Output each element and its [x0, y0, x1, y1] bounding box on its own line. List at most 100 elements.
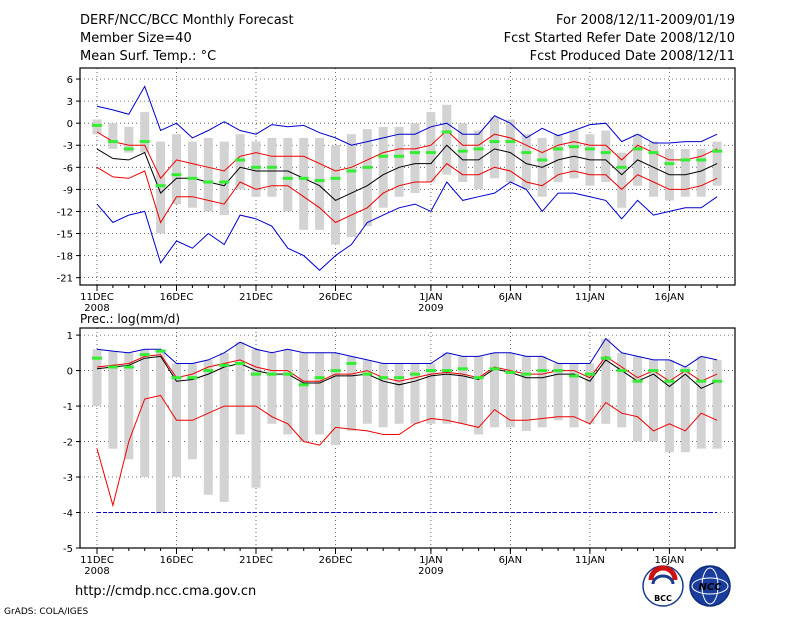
prec-median-day-37	[680, 369, 691, 373]
prec-box-day-21	[426, 363, 436, 424]
temp-xtick-label-7: 16JAN	[654, 292, 684, 303]
prec-box-day-25	[490, 352, 499, 428]
temp-box-day-12	[283, 137, 293, 212]
temp-box-day-15	[331, 145, 340, 245]
temp-box-day-7	[203, 137, 213, 212]
temp-box-day-13	[299, 137, 309, 230]
prec-series-max	[96, 337, 718, 368]
temp-median-day-32	[600, 151, 611, 155]
temp-box-day-30	[569, 130, 579, 179]
source-url[interactable]: http://cmdp.ncc.cma.gov.cn	[75, 584, 256, 599]
temp-series-mean	[96, 144, 718, 201]
prec-series-mean-sd	[96, 354, 718, 382]
bcc-logo: BCC	[642, 565, 684, 607]
prec-xtick-label-3: 26DEC	[319, 555, 353, 566]
temp-xtick-label-3: 26DEC	[319, 292, 353, 303]
prec-xtick-label-4: 1JAN	[419, 555, 442, 566]
temp-median-day-26	[505, 140, 516, 144]
prec-median-day-14	[314, 376, 325, 380]
prec-box-day-36	[664, 359, 674, 453]
temp-box-day-35	[649, 141, 658, 197]
prec-box-day-37	[680, 367, 690, 453]
prec-median-day-17	[362, 372, 373, 376]
prec-xtick-label-6: 11JAN	[575, 555, 605, 566]
prec-ytick-label-2: -1	[63, 402, 73, 413]
temp-xtick-label-4: 1JAN	[419, 292, 442, 303]
bcc-logo-text: BCC	[654, 594, 672, 603]
prec-ytick-label-3: -2	[63, 438, 73, 449]
temp-box-day-32	[601, 130, 611, 183]
temp-box-day-37	[680, 148, 690, 197]
temp-median-day-20	[410, 151, 420, 155]
prec-median-day-22	[441, 369, 452, 373]
prec-box-day-0	[92, 349, 102, 407]
temp-box-day-18	[378, 126, 388, 208]
prec-median-day-9	[235, 361, 246, 365]
temp-median-day-6	[187, 176, 198, 180]
prec-ytick-label-4: -3	[63, 473, 73, 484]
prec-median-day-7	[203, 369, 214, 373]
grads-credit: GrADS: COLA/IGES	[4, 607, 88, 617]
temp-xtick-label-5: 6JAN	[499, 292, 522, 303]
prec-box-day-14	[315, 352, 325, 435]
prec-median-day-39	[712, 379, 723, 383]
prec-box-day-9	[235, 342, 245, 435]
prec-box-day-38	[696, 356, 706, 449]
prec-median-day-1	[107, 365, 118, 369]
temp-box-day-38	[696, 148, 706, 197]
prec-box-day-13	[299, 352, 309, 442]
prec-ytick-label-5: -4	[63, 509, 73, 520]
temp-box-day-16	[346, 134, 356, 238]
temp-box-day-8	[219, 141, 229, 216]
prec-box-day-33	[617, 352, 627, 428]
prec-box-day-3	[140, 349, 150, 478]
prec-box-day-31	[585, 363, 595, 424]
temp-xtick-year-4: 2009	[418, 303, 443, 314]
temp-series-min	[96, 181, 718, 271]
temp-box-day-33	[617, 152, 627, 208]
prec-median-day-16	[346, 361, 357, 365]
temp-median-day-3	[139, 140, 150, 144]
prec-median-day-11	[266, 372, 277, 376]
prec-box-day-32	[601, 338, 611, 424]
prec-box-day-2	[124, 352, 134, 460]
member-size: Member Size=40	[80, 31, 192, 46]
temp-box-day-6	[187, 141, 197, 208]
prec-box-day-18	[378, 363, 388, 428]
temp-median-day-34	[632, 147, 643, 151]
temp-frame	[79, 67, 736, 286]
prec-box-day-6	[187, 363, 197, 460]
prec-median-day-8	[219, 363, 230, 367]
prec-xtick-year-4: 2009	[418, 566, 443, 577]
temp-box-day-27	[521, 134, 531, 190]
prec-median-day-10	[251, 372, 261, 376]
prec-median-day-26	[505, 370, 516, 374]
prec-xtick-label-7: 16JAN	[654, 555, 684, 566]
prec-median-day-25	[489, 367, 500, 371]
prec-median-day-5	[171, 376, 182, 380]
prec-median-day-20	[410, 372, 420, 376]
temp-box-day-2	[124, 126, 134, 153]
prec-box-day-28	[537, 356, 547, 428]
prec-box-day-4	[156, 349, 166, 513]
temp-median-day-8	[219, 180, 230, 184]
temp-median-day-0	[92, 123, 102, 127]
prec-box-day-35	[649, 359, 658, 442]
prec-median-day-3	[139, 353, 150, 357]
temp-median-day-12	[282, 176, 293, 180]
prec-median-day-4	[155, 349, 166, 353]
prec-median-day-2	[123, 365, 134, 369]
temp-ytick-label-5: -9	[63, 185, 73, 196]
variable-label: Mean Surf. Temp.: °C	[80, 49, 216, 64]
temp-series-max	[96, 85, 718, 146]
prec-median-day-33	[616, 369, 627, 373]
prec-median-day-29	[553, 369, 564, 373]
prec-box-day-12	[283, 349, 293, 435]
prec-series-mean-sd	[96, 394, 718, 508]
prec-median-day-31	[584, 372, 595, 376]
temp-median-day-21	[425, 151, 436, 155]
prec-median-day-27	[521, 372, 532, 376]
temp-median-day-4	[155, 184, 166, 188]
